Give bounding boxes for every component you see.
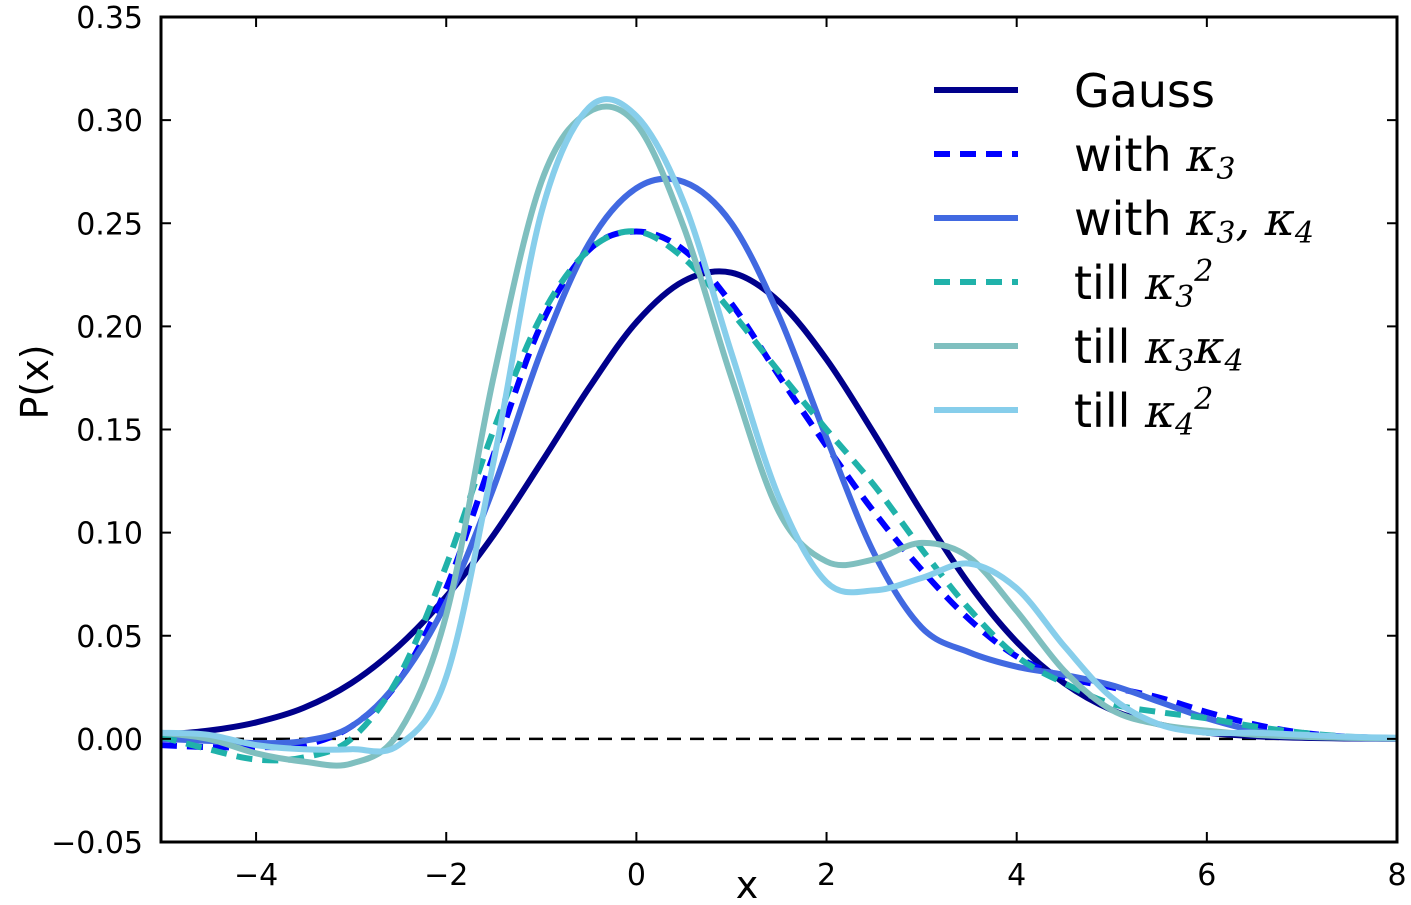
- x-tick-label: 6: [1197, 858, 1216, 893]
- legend-label-3: till κ32: [1074, 254, 1213, 315]
- series-line-2: [161, 175, 1397, 747]
- legend-label-4: till κ3κ4: [1074, 320, 1244, 379]
- x-tick-label: 2: [817, 858, 836, 893]
- y-tick-label: 0.20: [76, 310, 143, 345]
- series-line-5: [161, 96, 1397, 755]
- y-tick-label: 0.25: [76, 207, 143, 242]
- y-tick-label: 0.30: [76, 104, 143, 139]
- y-tick-label: 0.35: [76, 1, 143, 36]
- y-tick-label: −0.05: [51, 826, 143, 861]
- ticks-layer: −4 −2 0 2 4 6 8 −0.05 0.00 0.05 0.10 0.15 0.20 0.25 0.…: [51, 1, 1406, 893]
- series-layer: [161, 96, 1397, 769]
- legend-label-0: Gauss: [1074, 64, 1215, 118]
- legend-label-2: with κ3, κ4: [1074, 192, 1314, 251]
- y-tick-label: 0.05: [76, 620, 143, 655]
- legend-label-5: till κ42: [1074, 382, 1213, 443]
- plot-frame: [159, 15, 1399, 844]
- y-tick-label: 0.15: [76, 414, 143, 449]
- x-tick-label: −4: [234, 858, 278, 893]
- series-line-3: [161, 228, 1397, 764]
- x-axis-title: x: [736, 863, 759, 905]
- x-tick-label: −2: [424, 858, 468, 893]
- y-axis-title: P(x): [13, 344, 57, 419]
- x-tick-label: 8: [1387, 858, 1406, 893]
- y-tick-label: 0.10: [76, 517, 143, 552]
- x-tick-label: 4: [1007, 858, 1026, 893]
- y-tick-label: 0.00: [76, 723, 143, 758]
- x-tick-label: 0: [627, 858, 646, 893]
- legend-label-1: with κ3: [1074, 128, 1235, 187]
